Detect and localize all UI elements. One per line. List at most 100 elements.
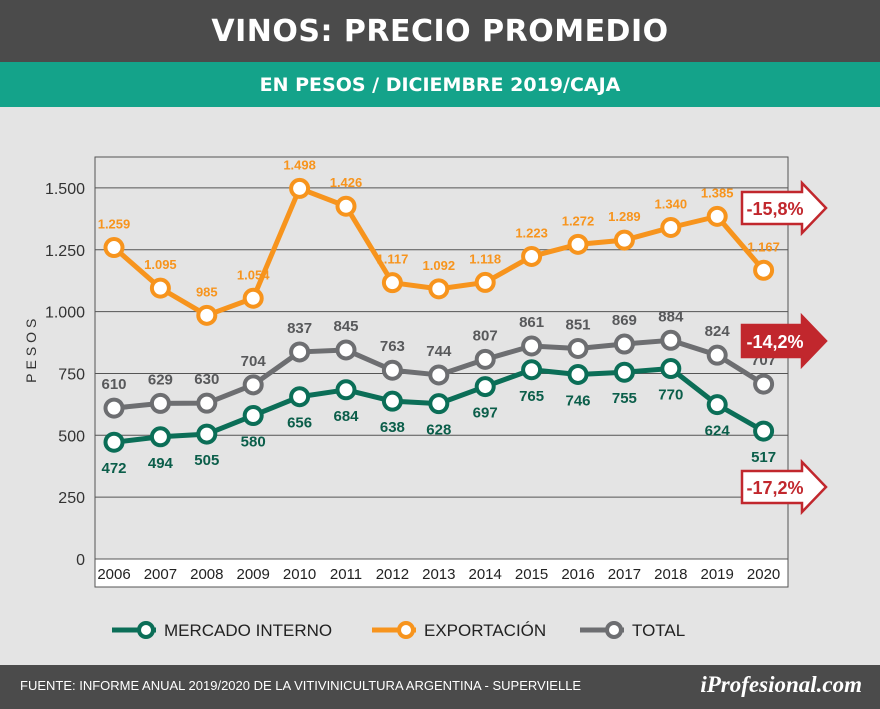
y-tick-label: 1.500	[45, 181, 85, 198]
data-point-total	[428, 364, 450, 386]
data-point-mercado-interno	[660, 358, 682, 380]
data-point-total	[474, 348, 496, 370]
data-point-total	[103, 397, 125, 419]
data-point-exportaci-n	[706, 205, 728, 227]
data-label-total: 610	[101, 376, 126, 393]
x-tick-label: 2019	[701, 566, 734, 583]
data-point-mercado-interno	[521, 359, 543, 381]
data-label-exportaci-n: 1.289	[608, 209, 641, 224]
y-tick-label: 500	[58, 428, 85, 445]
data-point-mercado-interno	[474, 376, 496, 398]
data-label-total: 851	[565, 316, 590, 333]
data-label-mercado-interno: 624	[705, 423, 731, 440]
data-point-exportaci-n	[289, 177, 311, 199]
y-tick-label: 750	[58, 366, 85, 383]
x-tick-label: 2012	[376, 566, 409, 583]
data-point-exportaci-n	[613, 229, 635, 251]
data-point-exportaci-n	[196, 304, 218, 326]
data-point-exportaci-n	[753, 259, 775, 281]
data-point-mercado-interno	[706, 394, 728, 416]
data-label-total: 884	[658, 308, 684, 325]
legend-marker-mercado-interno	[137, 621, 155, 639]
data-point-exportaci-n	[335, 195, 357, 217]
legend-label-total: TOTAL	[632, 621, 685, 640]
data-label-mercado-interno: 755	[612, 390, 637, 407]
chart-subtitle: EN PESOS / DICIEMBRE 2019/CAJA	[0, 62, 880, 107]
x-tick-label: 2020	[747, 566, 780, 583]
change-label-mercado-interno: -17,2%	[746, 478, 803, 498]
data-label-total: 845	[333, 318, 358, 335]
data-label-exportaci-n: 1.426	[330, 175, 363, 190]
y-tick-label: 1.000	[45, 305, 85, 322]
data-label-exportaci-n: 1.272	[562, 213, 595, 228]
x-tick-label: 2011	[330, 566, 362, 583]
data-label-total: 630	[194, 371, 219, 388]
data-label-exportaci-n: 1.095	[144, 257, 177, 272]
data-label-total: 763	[380, 338, 405, 355]
data-point-mercado-interno	[753, 420, 775, 442]
data-point-mercado-interno	[103, 431, 125, 453]
data-point-total	[289, 341, 311, 363]
x-tick-label: 2009	[237, 566, 270, 583]
x-tick-label: 2007	[144, 566, 177, 583]
data-point-mercado-interno	[196, 423, 218, 445]
change-arrow-total	[740, 312, 828, 370]
change-label-total: -14,2%	[746, 332, 803, 352]
change-arrow-exportaci-n	[740, 179, 828, 237]
data-label-total: 869	[612, 312, 637, 329]
data-point-exportaci-n	[149, 277, 171, 299]
data-point-total	[706, 344, 728, 366]
data-label-exportaci-n: 1.092	[423, 258, 456, 273]
data-point-exportaci-n	[660, 217, 682, 239]
data-label-mercado-interno: 770	[658, 387, 683, 404]
data-label-total: 704	[241, 353, 267, 370]
footer: FUENTE: INFORME ANUAL 2019/2020 DE LA VI…	[0, 665, 880, 709]
data-label-mercado-interno: 472	[101, 460, 126, 477]
data-point-total	[242, 374, 264, 396]
data-label-total: 744	[426, 343, 452, 360]
data-label-mercado-interno: 656	[287, 415, 312, 432]
x-tick-label: 2006	[97, 566, 130, 583]
x-tick-label: 2017	[608, 566, 641, 583]
data-label-mercado-interno: 505	[194, 452, 219, 469]
data-point-mercado-interno	[289, 386, 311, 408]
data-label-mercado-interno: 684	[333, 408, 359, 425]
data-label-mercado-interno: 765	[519, 388, 544, 405]
legend-label-exportaci-n: EXPORTACIÓN	[424, 621, 546, 640]
data-point-mercado-interno	[567, 363, 589, 385]
data-label-total: 629	[148, 371, 173, 388]
x-tick-label: 2014	[469, 566, 502, 583]
data-point-exportaci-n	[242, 287, 264, 309]
data-label-total: 824	[705, 323, 731, 340]
data-label-mercado-interno: 628	[426, 422, 451, 439]
data-label-exportaci-n: 1.054	[237, 267, 270, 282]
data-point-exportaci-n	[474, 271, 496, 293]
data-point-mercado-interno	[613, 361, 635, 383]
chart-title: VINOS: PRECIO PROMEDIO	[0, 0, 880, 62]
data-label-total: 837	[287, 320, 312, 337]
data-point-exportaci-n	[381, 272, 403, 294]
data-label-mercado-interno: 697	[473, 405, 498, 422]
data-point-exportaci-n	[103, 237, 125, 259]
data-label-exportaci-n: 1.117	[376, 252, 408, 267]
data-label-exportaci-n: 1.385	[701, 185, 734, 200]
change-arrow-mercado-interno	[740, 458, 828, 516]
y-tick-label: 1.250	[45, 243, 85, 260]
data-point-exportaci-n	[521, 245, 543, 267]
change-label-exportaci-n: -15,8%	[746, 199, 803, 219]
data-point-total	[753, 373, 775, 395]
data-label-exportaci-n: 1.118	[469, 251, 501, 266]
data-point-total	[613, 333, 635, 355]
data-label-mercado-interno: 517	[751, 449, 776, 466]
y-tick-label: 250	[58, 490, 85, 507]
data-point-total	[381, 359, 403, 381]
y-tick-label: 0	[76, 552, 85, 569]
data-point-exportaci-n	[428, 278, 450, 300]
y-axis-label: PESOS	[23, 315, 39, 383]
data-point-mercado-interno	[242, 405, 264, 427]
x-tick-label: 2010	[283, 566, 316, 583]
data-label-mercado-interno: 746	[565, 392, 590, 409]
data-label-exportaci-n: 1.498	[283, 157, 316, 172]
data-label-mercado-interno: 494	[148, 455, 174, 472]
x-axis-band	[94, 558, 789, 588]
